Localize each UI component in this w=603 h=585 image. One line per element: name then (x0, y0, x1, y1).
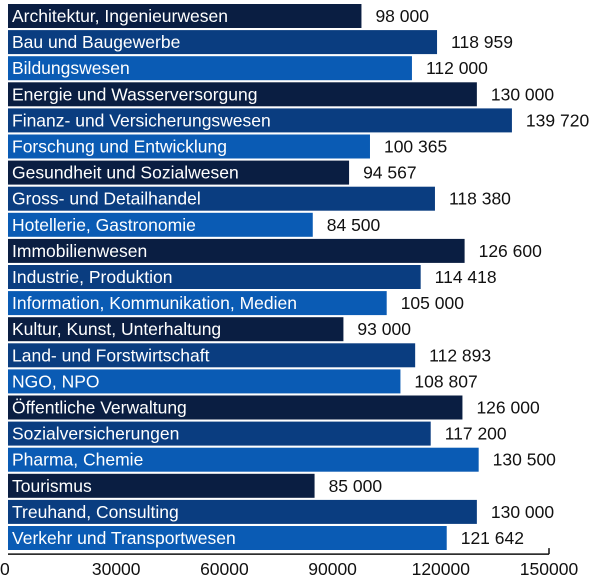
category-label: Energie und Wasserversorgung (12, 84, 257, 104)
category-label: Land- und Forstwirtschaft (12, 345, 210, 365)
x-tick-label: 60000 (200, 559, 249, 579)
category-label: Pharma, Chemie (12, 450, 143, 470)
value-label: 114 418 (435, 267, 497, 287)
x-tick-label: 150000 (520, 559, 579, 579)
value-label: 130 500 (493, 450, 557, 470)
bar-row: Immobilienwesen 126 600 (8, 238, 543, 263)
value-label: 85 000 (329, 476, 383, 496)
value-label: 112 893 (429, 345, 491, 365)
value-label: 126 000 (476, 398, 540, 418)
category-label: Bau und Baugewerbe (12, 32, 180, 52)
bar (8, 30, 438, 55)
value-label: 112 000 (426, 58, 488, 78)
x-tick-label: 0 (0, 559, 10, 579)
value-label: 93 000 (357, 319, 411, 339)
category-label: Industrie, Produktion (12, 267, 173, 287)
bar-row: Treuhand, Consulting 130 000 (8, 499, 555, 524)
bar-row: Gross- und Detailhandel 118 380 (8, 186, 511, 211)
bar-row: Gesundheit und Sozialwesen 94 567 (8, 160, 417, 185)
value-label: 130 000 (491, 84, 555, 104)
value-label: 118 959 (451, 32, 513, 52)
x-tick-label: 120000 (412, 559, 471, 579)
bar (8, 186, 435, 211)
category-label: Kultur, Kunst, Unterhaltung (12, 319, 221, 339)
bar (8, 82, 477, 107)
bar (8, 212, 313, 237)
bar-row: Pharma, Chemie 130 500 (8, 447, 557, 472)
bar-row: Architektur, Ingenieurwesen 98 000 (8, 4, 429, 28)
category-label: Architektur, Ingenieurwesen (12, 6, 228, 26)
value-label: 100 365 (384, 137, 447, 157)
bar-row: Energie und Wasserversorgung 130 000 (8, 82, 555, 107)
x-tick-label: 30000 (92, 559, 141, 579)
bar (8, 447, 479, 472)
category-label: Information, Kommunikation, Medien (12, 293, 297, 313)
bar (8, 108, 512, 133)
bar-row: Öffentliche Verwaltung 126 000 (8, 395, 540, 420)
value-label: 139 720 (526, 110, 590, 130)
bar (8, 56, 412, 81)
bar (8, 369, 401, 394)
bar (8, 317, 344, 342)
bar-row: Tourismus 85 000 (8, 473, 383, 498)
value-label: 121 642 (461, 528, 524, 548)
value-label: 98 000 (375, 6, 429, 26)
value-label: 117 200 (445, 424, 507, 444)
value-label: 118 380 (449, 189, 511, 209)
category-label: Bildungswesen (12, 58, 130, 78)
category-label: Immobilienwesen (12, 241, 147, 261)
value-label: 94 567 (363, 163, 417, 183)
bar-row: Finanz- und Versicherungswesen 139 720 (8, 108, 590, 133)
x-tick-label: 90000 (308, 559, 357, 579)
category-label: Öffentliche Verwaltung (12, 398, 187, 418)
bar-row: Bildungswesen 112 000 (8, 56, 488, 81)
bar (8, 343, 416, 368)
bar (8, 473, 315, 498)
category-label: Sozialversicherungen (12, 424, 179, 444)
value-label: 126 600 (479, 241, 543, 261)
category-label: Tourismus (12, 476, 92, 496)
category-label: NGO, NPO (12, 371, 100, 391)
bar-row: Information, Kommunikation, Medien 105 00… (8, 291, 465, 316)
bar (8, 160, 350, 185)
value-label: 84 500 (327, 215, 381, 235)
bar (8, 238, 465, 263)
bar-row: Land- und Forstwirtschaft 112 893 (8, 343, 491, 368)
value-label: 108 807 (414, 371, 477, 391)
bar-row: Verkehr und Transportwesen 121 642 (8, 526, 524, 550)
bar (8, 421, 431, 446)
bar-row: NGO, NPO 108 807 (8, 369, 478, 394)
bar-row: Sozialversicherungen 117 200 (8, 421, 507, 446)
category-label: Verkehr und Transportwesen (12, 528, 236, 548)
bar-row: Industrie, Produktion 114 418 (8, 265, 497, 289)
bars-layer: Architektur, Ingenieurwesen 98 000 Bau und… (8, 4, 589, 550)
bar (8, 526, 447, 550)
bar (8, 265, 421, 289)
category-label: Hotellerie, Gastronomie (12, 215, 196, 235)
bar (8, 291, 387, 316)
bar-row: Forschung und Entwicklung 100 365 (8, 134, 447, 159)
category-label: Treuhand, Consulting (12, 502, 179, 522)
bar (8, 134, 370, 159)
value-label: 105 000 (401, 293, 465, 313)
x-axis: 0 30000 60000 90000 120000 150000 (0, 548, 578, 579)
bar (8, 395, 463, 420)
bar-row: Kultur, Kunst, Unterhaltung 93 000 (8, 317, 411, 342)
bar-row: Hotellerie, Gastronomie 84 500 (8, 212, 381, 237)
category-label: Gross- und Detailhandel (12, 189, 201, 209)
category-label: Finanz- und Versicherungswesen (12, 110, 271, 130)
bar (8, 4, 362, 28)
bar (8, 499, 477, 524)
value-label: 130 000 (491, 502, 555, 522)
category-label: Gesundheit und Sozialwesen (12, 163, 239, 183)
bar-row: Bau und Baugewerbe 118 959 (8, 30, 513, 55)
category-label: Forschung und Entwicklung (12, 137, 227, 157)
